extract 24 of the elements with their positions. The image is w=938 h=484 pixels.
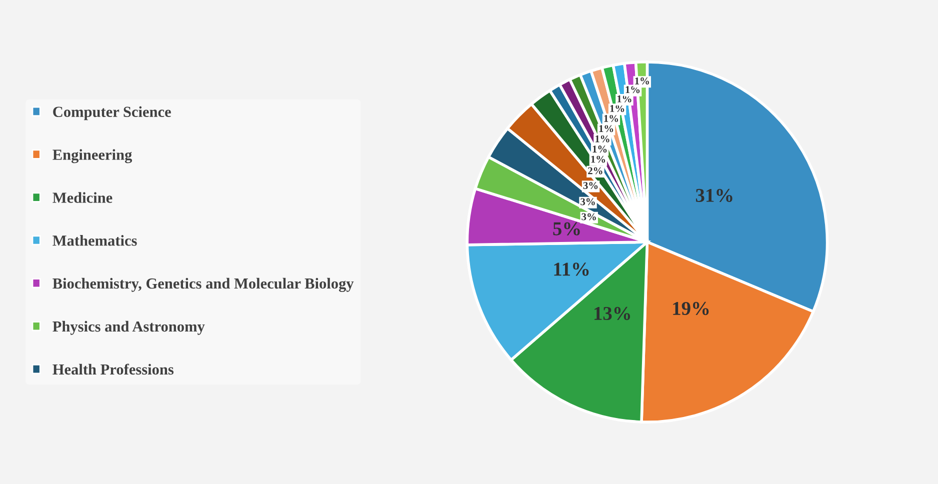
- data-label: 3%: [583, 182, 598, 190]
- legend-label: Medicine: [52, 192, 112, 203]
- data-label: 1%: [595, 135, 610, 142]
- data-label: 1%: [591, 156, 606, 163]
- data-label: 1%: [635, 77, 649, 84]
- data-label: 13%: [594, 306, 630, 320]
- legend-label: Mathematics: [52, 235, 137, 246]
- legend-label: Computer Science: [53, 106, 171, 120]
- data-label: 31%: [696, 188, 732, 202]
- data-label: 1%: [599, 125, 614, 132]
- data-label: 3%: [582, 213, 596, 220]
- data-label: 19%: [673, 302, 709, 316]
- data-label: 3%: [580, 198, 595, 206]
- legend-label: Health Professions: [52, 364, 174, 375]
- data-label: 5%: [553, 222, 580, 236]
- legend-label: Physics and Astronomy: [52, 320, 205, 335]
- legend-label: Engineering: [52, 149, 132, 164]
- data-label: 1%: [592, 146, 607, 153]
- data-label: 1%: [617, 95, 632, 102]
- legend-label: Biochemistry, Genetics and Molecular Biology: [52, 278, 354, 292]
- data-label: 1%: [604, 114, 618, 122]
- data-label: 1%: [610, 104, 624, 112]
- data-label: 11%: [554, 262, 589, 276]
- data-label: 2%: [588, 167, 602, 174]
